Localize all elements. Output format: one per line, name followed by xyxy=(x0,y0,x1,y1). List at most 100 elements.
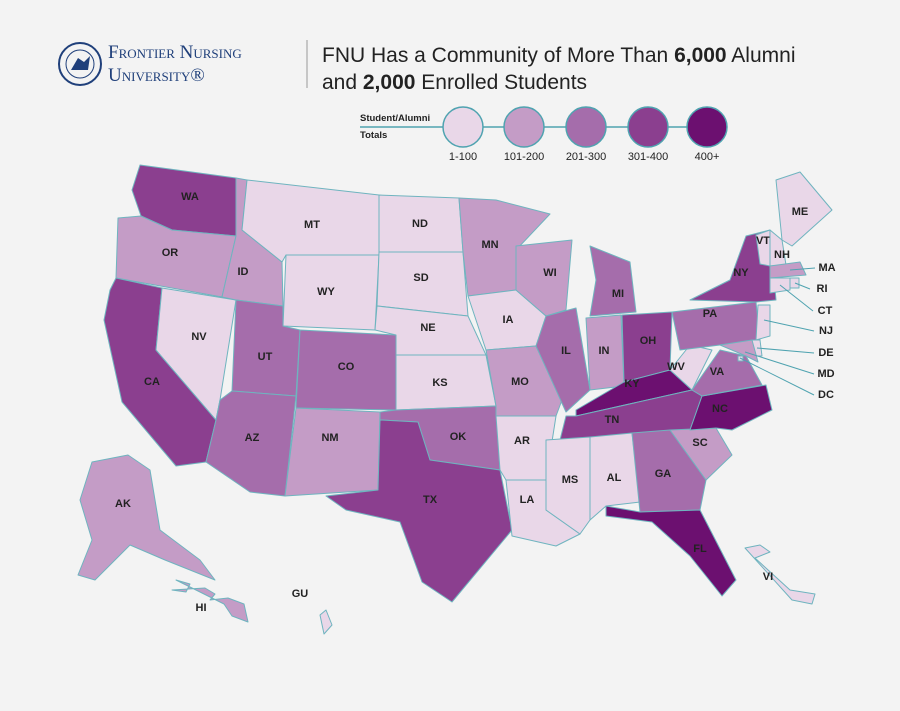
state-label: NE xyxy=(420,322,435,334)
state-label: AL xyxy=(607,472,622,484)
state-label: IA xyxy=(503,314,514,326)
legend: Student/Alumni Totals 1-100 101-200 201-300 3… xyxy=(360,106,728,163)
state-label: OR xyxy=(162,247,179,259)
legend-title: Totals xyxy=(360,130,387,141)
state-label: AZ xyxy=(245,432,260,444)
state-label: IN xyxy=(599,345,610,357)
state-label: TX xyxy=(423,494,438,506)
state-label: OK xyxy=(450,431,467,443)
state-label: OH xyxy=(640,335,657,347)
state-label: ID xyxy=(238,266,249,278)
state-label: IL xyxy=(561,345,571,357)
state-label: HI xyxy=(196,602,207,614)
state-label: MD xyxy=(817,368,834,380)
state-shape xyxy=(535,307,591,413)
state-label: WV xyxy=(667,361,685,373)
state-shape xyxy=(669,344,713,391)
title-segment: FNU Has a Community of More Than xyxy=(322,44,674,67)
state-label: WI xyxy=(543,267,556,279)
state-label: WA xyxy=(181,191,199,203)
legend-label: 301-400 xyxy=(628,151,668,163)
leader-line xyxy=(789,267,816,271)
state-label: NH xyxy=(774,249,790,261)
leader-line xyxy=(744,351,815,375)
leader-line xyxy=(756,347,815,354)
legend-label: 400+ xyxy=(695,151,720,163)
state-shape xyxy=(319,609,333,635)
state-label: SD xyxy=(413,272,428,284)
legend-label: 1-100 xyxy=(449,151,477,163)
state-label: KS xyxy=(432,377,447,389)
title-segment: Alumni xyxy=(727,44,796,67)
state-label: FL xyxy=(693,543,707,555)
state-shape xyxy=(719,339,759,363)
title-line: FNU Has a Community of More Than 6,000 A… xyxy=(322,44,796,67)
state-label: NJ xyxy=(819,325,833,337)
state-label: GU xyxy=(292,588,309,600)
state-label: NC xyxy=(712,403,728,415)
state-label: CO xyxy=(338,361,355,373)
logo-line2: University® xyxy=(108,65,205,86)
state-label: UT xyxy=(258,351,273,363)
state-label: TN xyxy=(605,414,620,426)
legend-swatch xyxy=(565,106,607,148)
state-shape xyxy=(325,419,513,603)
state-label: SC xyxy=(692,437,707,449)
state-label: MI xyxy=(612,288,624,300)
state-shape xyxy=(605,505,737,597)
state-label: MA xyxy=(818,262,835,274)
state-label: ND xyxy=(412,218,428,230)
legend-swatch xyxy=(442,106,484,148)
state-shape xyxy=(775,171,833,247)
title-segment: Enrolled Students xyxy=(415,71,587,94)
state-shape xyxy=(284,407,381,497)
state-shape xyxy=(631,429,707,513)
state-label: NM xyxy=(321,432,338,444)
state-label: DE xyxy=(818,347,833,359)
state-label: CA xyxy=(144,376,160,388)
state-shape xyxy=(691,349,763,397)
state-label: VI xyxy=(763,571,773,583)
state-shape xyxy=(376,251,469,317)
state-shape xyxy=(545,436,591,535)
state-shape xyxy=(77,454,216,581)
state-label: LA xyxy=(520,494,535,506)
state-label: MS xyxy=(562,474,579,486)
leader-line xyxy=(794,282,811,290)
title-segment: and xyxy=(322,71,363,94)
state-label: MO xyxy=(511,376,529,388)
leader-line xyxy=(779,284,814,312)
state-shape xyxy=(769,261,807,279)
state-shape xyxy=(589,245,637,317)
leader-line xyxy=(739,357,815,396)
state-label: DC xyxy=(818,389,834,401)
state-shape xyxy=(744,544,816,605)
logo-horse xyxy=(71,56,90,70)
legend-swatch xyxy=(627,106,669,148)
legend-label: 201-300 xyxy=(566,151,606,163)
state-label: CT xyxy=(818,305,833,317)
logo: Frontier Nursing University® xyxy=(58,42,242,86)
state-label: MT xyxy=(304,219,320,231)
legend-title: Student/Alumni xyxy=(360,113,430,124)
legend-swatch xyxy=(503,106,545,148)
state-label: AK xyxy=(115,498,131,510)
state-shape xyxy=(755,304,771,341)
title-segment: 6,000 xyxy=(674,44,727,67)
state-label: PA xyxy=(703,308,718,320)
map: WA OR CA NV ID MT WY UT AZ CO NM ND SD NE KS OK TX MN IA MO… xyxy=(77,164,836,635)
state-label: VT xyxy=(756,235,770,247)
logo-line1: Frontier Nursing xyxy=(108,42,242,63)
state-shape xyxy=(205,390,297,497)
state-label: RI xyxy=(817,283,828,295)
title-line: and 2,000 Enrolled Students xyxy=(322,71,587,94)
state-shape xyxy=(789,277,800,289)
state-shape xyxy=(171,579,249,623)
title-segment: 2,000 xyxy=(363,71,416,94)
logo-emblem xyxy=(58,42,102,86)
state-label: MN xyxy=(481,239,498,251)
state-shape xyxy=(589,432,641,521)
state-label: NV xyxy=(191,331,207,343)
state-label: VA xyxy=(710,366,725,378)
